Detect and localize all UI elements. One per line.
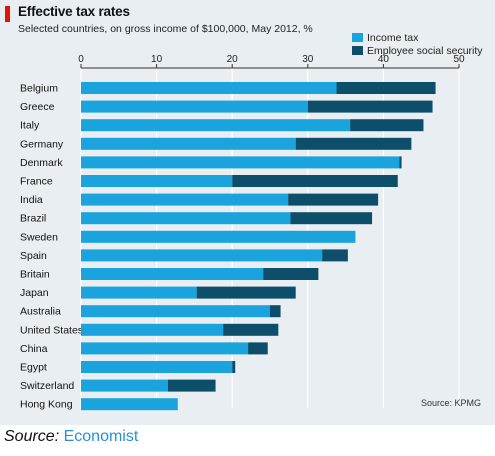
- accent-bar: [5, 6, 10, 22]
- bar-britain-social-security: [263, 268, 319, 280]
- tick-label-0: 0: [78, 54, 84, 65]
- tick-label-20: 20: [227, 54, 239, 65]
- bar-japan-income-tax: [81, 286, 197, 299]
- tick-label-50: 50: [453, 54, 465, 65]
- category-label-australia: Australia: [20, 306, 61, 318]
- bar-china-income-tax: [81, 342, 249, 355]
- bar-britain-income-tax: [81, 268, 264, 280]
- category-label-britain: Britain: [20, 269, 50, 281]
- bar-japan-social-security: [196, 286, 296, 299]
- bar-australia-social-security: [270, 305, 281, 318]
- category-label-denmark: Denmark: [20, 157, 63, 169]
- category-label-switzerland: Switzerland: [20, 380, 74, 392]
- category-label-belgium: Belgium: [20, 83, 58, 95]
- bar-egypt-income-tax: [81, 361, 233, 373]
- category-label-spain: Spain: [20, 250, 47, 262]
- category-label-brazil: Brazil: [20, 213, 46, 225]
- bar-egypt-social-security: [232, 361, 236, 373]
- bar-greece-social-security: [307, 100, 433, 113]
- bar-germany-income-tax: [81, 137, 296, 150]
- legend-swatch-social-security: [352, 46, 363, 55]
- bar-brazil-social-security: [290, 212, 373, 225]
- legend-item-social-security: Employee social security: [352, 45, 483, 57]
- bar-hong-kong-income-tax: [81, 398, 178, 411]
- category-label-egypt: Egypt: [20, 362, 47, 374]
- source-note: Source: KPMG: [420, 398, 481, 408]
- chart-panel: Effective tax rates Selected countries, …: [0, 0, 495, 425]
- bar-india-social-security: [288, 193, 379, 206]
- source-link[interactable]: Economist: [63, 428, 139, 445]
- chart-title: Effective tax rates: [18, 4, 130, 19]
- category-label-china: China: [20, 343, 48, 355]
- legend-label-income-tax: Income tax: [367, 32, 419, 44]
- bar-france-social-security: [232, 175, 398, 187]
- category-label-india: India: [20, 194, 43, 206]
- bar-spain-social-security: [322, 249, 348, 262]
- source-prefix: Source:: [4, 428, 64, 445]
- bar-italy-social-security: [350, 119, 424, 132]
- category-label-japan: Japan: [20, 287, 49, 299]
- category-label-hong-kong: Hong Kong: [20, 399, 73, 411]
- source-line: Source: Economist: [4, 428, 138, 446]
- chart-svg: 0 10 20 30 40 50 Belgium Greece Italy Germany Denm…: [20, 54, 465, 411]
- bar-sweden-income-tax: [81, 230, 356, 243]
- bar-brazil-income-tax: [81, 212, 291, 225]
- bar-china-social-security: [248, 342, 268, 355]
- bar-belgium-income-tax: [81, 82, 337, 94]
- bar-germany-social-security: [295, 137, 412, 150]
- category-label-sweden: Sweden: [20, 231, 58, 243]
- category-label-france: France: [20, 176, 53, 188]
- tick-label-10: 10: [151, 54, 163, 65]
- tick-label-40: 40: [378, 54, 390, 65]
- bar-india-income-tax: [81, 193, 289, 206]
- category-label-united-states: United States: [20, 324, 83, 336]
- bar-italy-income-tax: [81, 119, 351, 132]
- category-label-germany: Germany: [20, 138, 64, 150]
- category-label-greece: Greece: [20, 101, 55, 113]
- legend-item-income-tax: Income tax: [352, 32, 418, 44]
- bar-switzerland-social-security: [167, 379, 216, 392]
- bar-france-income-tax: [81, 175, 233, 187]
- bar-greece-income-tax: [81, 100, 308, 113]
- legend-label-social-security: Employee social security: [367, 45, 483, 57]
- bar-united-states-income-tax: [81, 323, 224, 336]
- bar-australia-income-tax: [81, 305, 270, 318]
- category-label-italy: Italy: [20, 120, 40, 132]
- bar-denmark-social-security: [399, 156, 402, 169]
- tick-label-30: 30: [302, 54, 314, 65]
- legend-swatch-income-tax: [352, 33, 363, 42]
- bar-spain-income-tax: [81, 249, 323, 262]
- bar-belgium-social-security: [336, 82, 436, 94]
- bar-united-states-social-security: [223, 323, 279, 336]
- chart-subtitle: Selected countries, on gross income of $…: [18, 23, 313, 35]
- bar-switzerland-income-tax: [81, 379, 168, 392]
- bar-denmark-income-tax: [81, 156, 400, 169]
